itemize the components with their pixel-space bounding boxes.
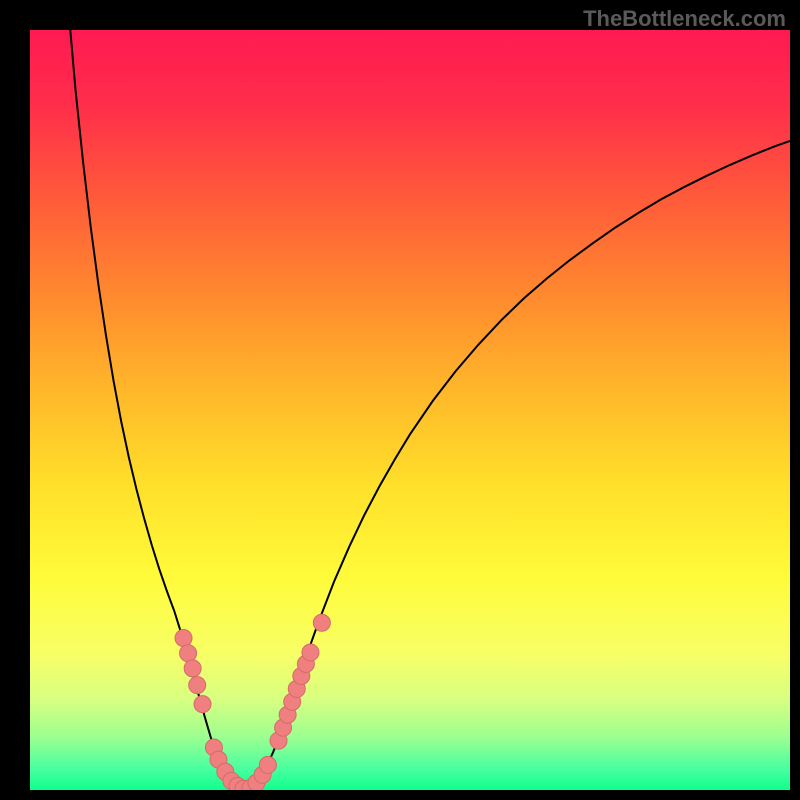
watermark-text: TheBottleneck.com	[583, 6, 786, 32]
plot-area	[30, 30, 790, 790]
background-gradient	[30, 30, 790, 790]
outer-frame: TheBottleneck.com	[0, 0, 800, 800]
